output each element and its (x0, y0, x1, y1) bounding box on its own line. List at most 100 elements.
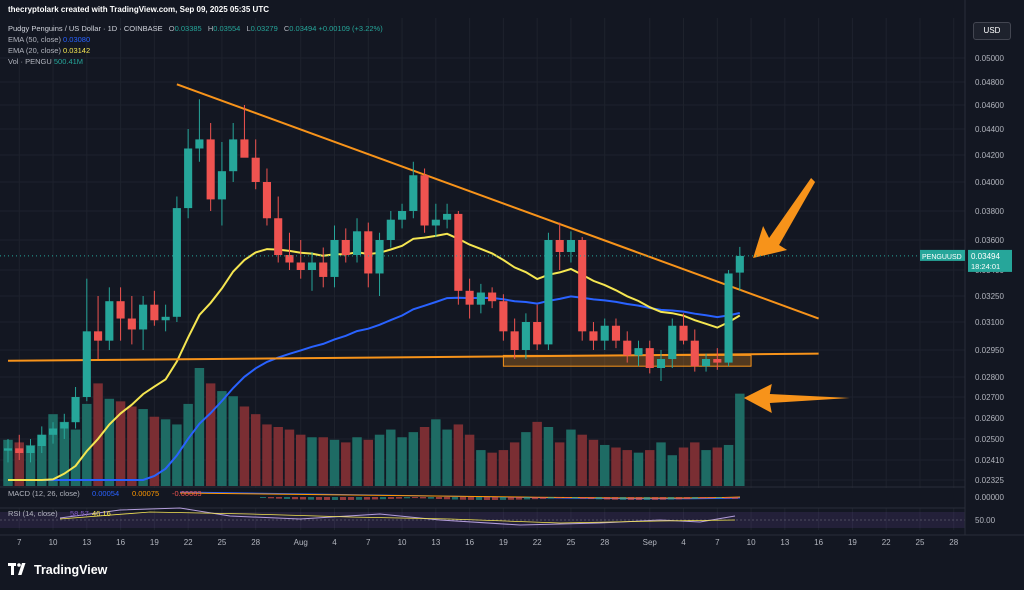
macd-histogram-bar (436, 497, 442, 500)
macd-histogram-bar (356, 497, 362, 500)
macd-histogram-bar (668, 497, 674, 500)
candle-body (217, 171, 226, 200)
candle-body (510, 331, 519, 350)
currency-button[interactable]: USD (973, 22, 1011, 40)
volume-bar (723, 444, 734, 486)
volume-bar (217, 391, 227, 486)
macd-histogram-bar (484, 497, 490, 500)
volume-bar (532, 421, 542, 486)
volume-bar (498, 450, 509, 486)
time-tick-label: 10 (398, 538, 407, 547)
volume-bar (667, 455, 677, 486)
volume-bar (599, 444, 610, 486)
arrow-left-icon (743, 384, 850, 413)
volume-bar (115, 401, 126, 486)
volume-bar (374, 434, 385, 486)
symbol-legend[interactable]: Pudgy Penguins / US Dollar · 1D · COINBA… (8, 24, 383, 33)
axes: 0.05000 0.04800 0.04600 0.04400 0.04200 0.040… (0, 0, 1024, 547)
price-tick-label: 0.03250 (975, 292, 1004, 301)
volume-bar (363, 439, 374, 486)
price-tick-label: 0.04000 (975, 178, 1004, 187)
volume-bar (577, 434, 587, 486)
time-tick-label: 25 (217, 538, 226, 547)
candle-body (634, 348, 643, 356)
macd-histogram-bar (708, 497, 714, 499)
ema20-legend[interactable]: EMA (20, close) 0.03142 (8, 46, 90, 55)
ohlc-open-value: 0.03385 (174, 24, 202, 33)
volume-label: Vol · PENGU (8, 57, 52, 66)
volume-legend[interactable]: Vol · PENGU 500.41M (8, 57, 83, 66)
volume-bar (296, 434, 306, 486)
macd-value: 0.00054 (92, 489, 119, 498)
time-tick-label: 13 (780, 538, 789, 547)
ohlc-close-label: C (283, 24, 290, 33)
volume-bar (464, 434, 475, 486)
time-tick-label: 16 (465, 538, 474, 547)
time-tick-label: 28 (251, 538, 260, 547)
volume-bar (48, 414, 58, 486)
price-tick-label: 0.02325 (975, 476, 1004, 485)
candle-body (589, 331, 598, 341)
rsi-ma-value: 46.16 (92, 509, 111, 518)
candle-body (364, 231, 373, 274)
candle-body (127, 318, 136, 330)
candle-body (724, 273, 733, 363)
macd-histogram-bar (612, 497, 618, 500)
macd-histogram-bar (284, 497, 290, 499)
symbol-price-tag-label: PENGUUSD (922, 254, 962, 261)
candle-body (443, 213, 452, 220)
macd-histogram-bar (572, 497, 578, 499)
arrow-down-left-icon (753, 178, 816, 258)
price-tick-label: 0.02700 (975, 393, 1004, 402)
candle-body (240, 139, 249, 158)
candle-body (161, 316, 170, 321)
time-tick-label: 16 (116, 538, 125, 547)
volume-bar (160, 419, 171, 486)
volume-bar (622, 450, 632, 486)
candle-body (544, 240, 553, 345)
macd-histogram-bar (468, 497, 474, 500)
ohlc-high-value: 0.03554 (213, 24, 241, 33)
macd-histogram-bar (548, 497, 554, 499)
volume-bar (633, 452, 644, 486)
candle-body (499, 301, 508, 332)
ema50-legend[interactable]: EMA (50, close) 0.03080 (8, 35, 90, 44)
macd-histogram-bar (596, 497, 602, 500)
candle-body (251, 157, 260, 182)
macd-histogram-bar (476, 497, 482, 500)
macd-histogram-bar (700, 497, 706, 499)
volume-bar (431, 419, 441, 486)
macd-histogram-bar (524, 497, 530, 500)
price-tick-label: 0.04200 (975, 151, 1004, 160)
volume-bar (453, 424, 464, 486)
candle-body (555, 240, 564, 252)
candle-body (668, 325, 677, 359)
volume-bars (3, 368, 745, 486)
volume-bar (645, 450, 655, 486)
volume-bar (329, 439, 340, 486)
ema50-value: 0.03080 (63, 35, 91, 44)
time-tick-label: 25 (916, 538, 925, 547)
candle-body (623, 340, 632, 356)
macd-histogram-bar (444, 497, 450, 500)
macd-histogram-bar (380, 497, 386, 500)
macd-histogram-bar (492, 497, 498, 500)
volume-bar (678, 447, 689, 486)
ohlc-low-value: 0.03279 (250, 24, 278, 33)
macd-histogram-value: -0.00083 (172, 489, 202, 498)
macd-histogram-bar (308, 497, 314, 500)
price-tick-label: 0.04400 (975, 125, 1004, 134)
candle-body (375, 240, 384, 274)
candle-body (82, 331, 91, 397)
time-tick-label: 7 (715, 538, 720, 547)
last-price-value: 0.03494 (971, 252, 1000, 261)
tradingview-brand[interactable]: TradingView (8, 563, 107, 577)
volume-bar (543, 427, 554, 486)
time-tick-label: 22 (882, 538, 891, 547)
candle-body (578, 240, 587, 332)
candle-body (94, 331, 103, 341)
candle-body (690, 340, 699, 367)
candle-body (533, 322, 542, 345)
ema20-value: 0.03142 (63, 46, 91, 55)
